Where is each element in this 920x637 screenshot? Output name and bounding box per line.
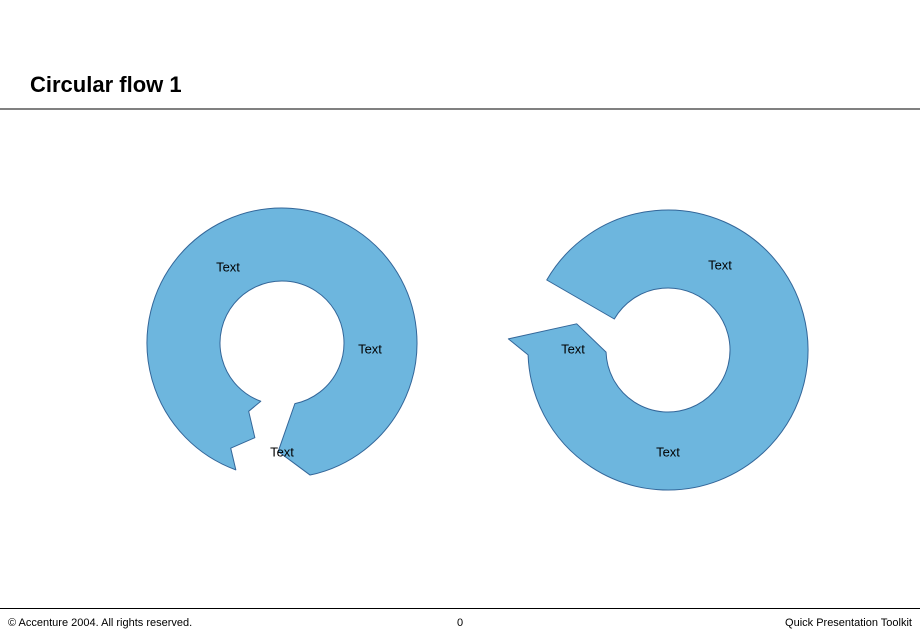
ring-label: Text [270,444,294,459]
page-title: Circular flow 1 [30,72,182,98]
ring-label: Text [358,341,382,356]
ring-label: Text [561,341,585,356]
footer-rule [0,608,920,609]
footer-page-number: 0 [0,617,920,629]
ring-label: Text [656,444,680,459]
title-underline [0,108,920,110]
ring-label: Text [216,259,240,274]
ring-label: Text [708,257,732,272]
diagram-area: Text Text Text Text Text Text [0,120,920,590]
circular-flow-diagram: Text Text Text Text Text Text [0,120,920,590]
footer-toolkit-label: Quick Presentation Toolkit [785,617,912,629]
